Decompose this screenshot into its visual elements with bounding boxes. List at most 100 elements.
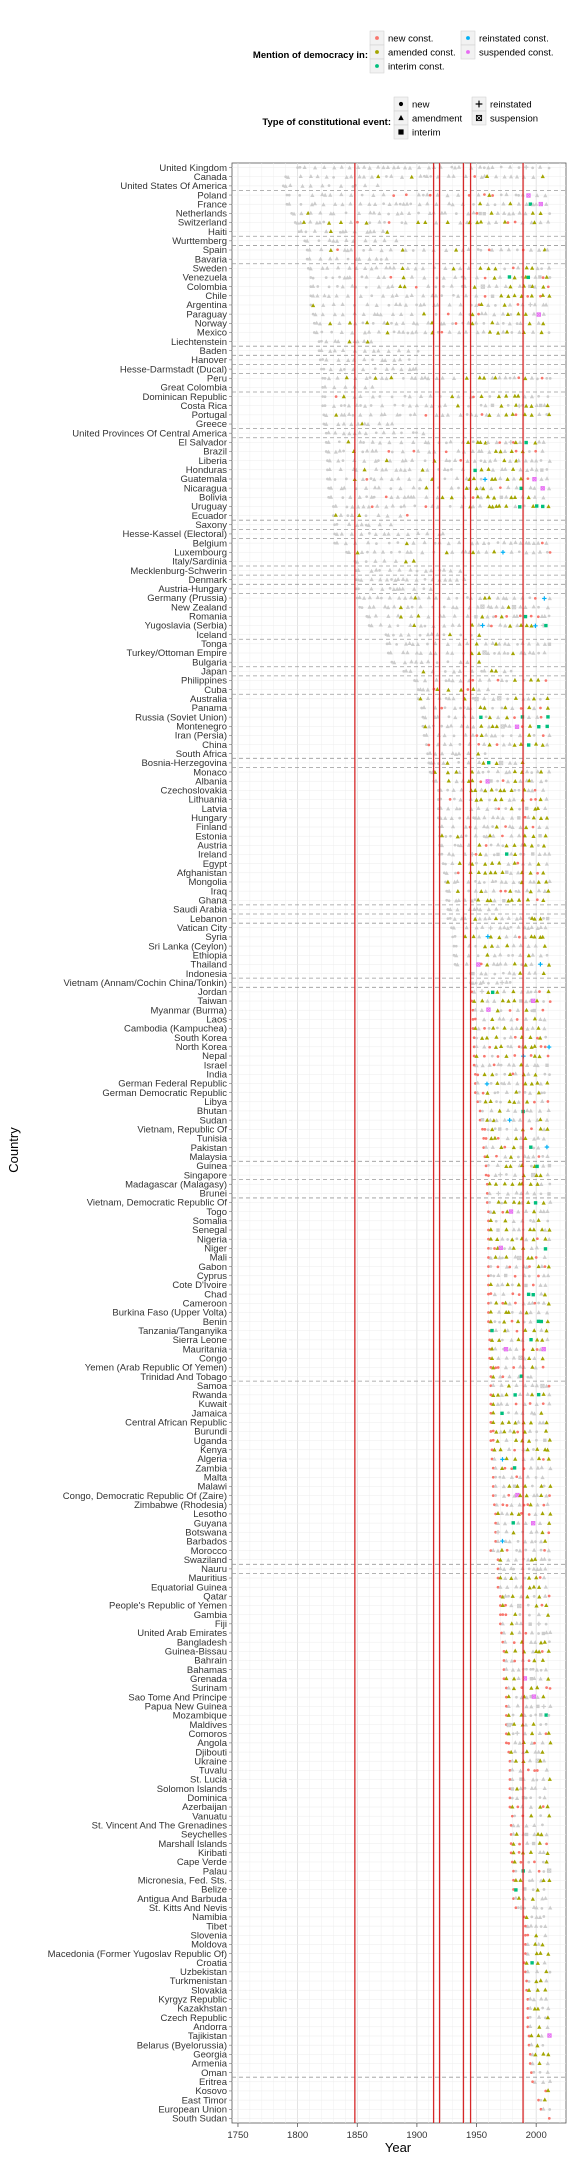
p-australia-event bbox=[444, 697, 448, 700]
p-mali-event-d2 bbox=[517, 1255, 522, 1261]
p-taiwan-event bbox=[480, 998, 485, 1003]
p-taiwan-event-box bbox=[531, 998, 536, 1003]
p-guyana-event bbox=[516, 1520, 521, 1525]
p-bulgaria-event bbox=[419, 660, 424, 665]
p-zambia-event bbox=[539, 1465, 544, 1470]
p-indonesia-event bbox=[518, 970, 523, 975]
p-guatemala-event bbox=[464, 476, 469, 481]
p-romania-event bbox=[536, 615, 540, 619]
p-guatemala-event bbox=[407, 476, 412, 481]
p-iran-persia--event bbox=[527, 732, 532, 737]
p-maldives-event-box bbox=[506, 1722, 511, 1728]
p-bavaria-event bbox=[374, 256, 379, 261]
p-myanmar-burma--event-box bbox=[486, 1007, 491, 1012]
country-label: Senegal bbox=[192, 1225, 227, 1236]
p-montenegro-event bbox=[465, 724, 470, 729]
p-vanuatu-event bbox=[547, 1813, 552, 1818]
p-dominican-republic-event bbox=[537, 394, 541, 398]
p-dominican-republic-event bbox=[512, 393, 517, 398]
p-mecklenburg-schwerin-event bbox=[378, 569, 381, 572]
p-iran-persia--event bbox=[424, 732, 429, 737]
p-france-event bbox=[398, 202, 402, 206]
p-estonia-event bbox=[501, 834, 504, 838]
p-lebanon-event bbox=[514, 916, 519, 921]
p-yugoslavia-serbia--event bbox=[369, 623, 374, 628]
p-lebanon-event bbox=[477, 916, 482, 921]
p-poland-event bbox=[517, 194, 520, 197]
p-malaysia-event bbox=[503, 1154, 508, 1159]
p-portugal-event bbox=[379, 412, 384, 417]
p-tuvalu-event bbox=[510, 1767, 515, 1772]
p-argentina-event bbox=[311, 303, 316, 308]
p-united-arab-emirates-founding bbox=[500, 1631, 503, 1635]
p-barbados-event bbox=[538, 1539, 544, 1544]
p-brunei-event bbox=[525, 1190, 530, 1195]
p-great-colombia-event bbox=[322, 384, 328, 389]
p-dominica-event bbox=[529, 1796, 533, 1800]
p-ukraine-event-d2 bbox=[535, 1758, 540, 1763]
p-honduras-event bbox=[383, 467, 389, 472]
p-central-african-republic-event bbox=[544, 1420, 549, 1425]
country-label: Malaysia bbox=[190, 1152, 228, 1163]
p-palau-event bbox=[537, 1869, 541, 1873]
p-united-kingdom-event bbox=[486, 165, 491, 170]
p-bolivia-event bbox=[449, 495, 454, 500]
p-chile-event bbox=[345, 293, 350, 298]
country-label: Mozambique bbox=[173, 1711, 227, 1722]
p-cote-d-ivoire-event bbox=[500, 1282, 505, 1287]
p-uruguay-event bbox=[350, 504, 355, 509]
p-swaziland-event bbox=[506, 1557, 511, 1562]
p-angola-event bbox=[533, 1741, 536, 1745]
p-guinea-bissau-event bbox=[534, 1649, 539, 1653]
p-monaco-event bbox=[445, 770, 450, 775]
p-uruguay-event bbox=[541, 504, 545, 509]
p-libya-event bbox=[512, 1099, 517, 1104]
p-cyprus-founding bbox=[487, 1274, 490, 1278]
p-samoa-event bbox=[547, 1384, 551, 1388]
country-label: Italy/Sardinia bbox=[172, 557, 228, 568]
country-label: Slovakia bbox=[191, 1985, 228, 1996]
p-nauru-event bbox=[543, 1566, 548, 1571]
p-hesse-darmstadt-ducal--event bbox=[384, 366, 389, 371]
p-qatar-event bbox=[547, 1594, 551, 1598]
country-label: Congo bbox=[199, 1353, 227, 1364]
p-belarus-byelorussia--event bbox=[529, 2042, 534, 2047]
p-tunisia-founding bbox=[482, 1137, 486, 1140]
p-germany-prussia--event bbox=[387, 595, 392, 600]
p-spain-event bbox=[400, 247, 405, 252]
p-egypt-event bbox=[536, 861, 541, 866]
p-algeria-founding bbox=[490, 1457, 494, 1461]
p-thailand-event-d2 bbox=[476, 962, 481, 967]
p-germany-prussia--event bbox=[409, 595, 414, 600]
p-israel-event bbox=[499, 1063, 503, 1067]
p-united-states-of-america-event bbox=[283, 183, 288, 188]
p-maldives-event bbox=[544, 1722, 548, 1726]
p-russia-soviet-union--event bbox=[487, 715, 492, 720]
p-comoros-founding bbox=[504, 1732, 508, 1736]
p-sweden-event bbox=[486, 266, 491, 271]
p-niger-event bbox=[489, 1247, 493, 1250]
country-label: Bosnia-Herzegovina bbox=[141, 758, 227, 769]
p-guatemala-event bbox=[360, 477, 366, 482]
p-honduras-event bbox=[500, 467, 505, 471]
p-poland-event bbox=[514, 193, 518, 197]
p-mexico-event bbox=[406, 331, 410, 335]
p-philippines-event bbox=[528, 677, 534, 682]
p-new-zealand-event bbox=[360, 606, 364, 609]
p-denmark-event bbox=[404, 577, 410, 582]
p-united-states-of-america-event bbox=[300, 183, 305, 188]
p-netherlands-event bbox=[306, 210, 311, 215]
p-gambia-event bbox=[528, 1613, 531, 1617]
p-djibouti-founding bbox=[507, 1750, 511, 1754]
p-switzerland-event bbox=[529, 220, 534, 225]
p-iran-persia--event bbox=[501, 734, 505, 738]
p-dominican-republic-event bbox=[407, 394, 412, 399]
p-romania-event bbox=[485, 614, 490, 619]
p-st-lucia-event bbox=[535, 1778, 539, 1782]
p-united-kingdom-event bbox=[456, 164, 462, 169]
p-fiji-event bbox=[509, 1621, 514, 1626]
p-lebanon-event bbox=[545, 916, 550, 921]
p-lithuania-event bbox=[488, 798, 491, 802]
p-honduras-event bbox=[450, 468, 453, 471]
p-laos-event bbox=[538, 1017, 543, 1021]
